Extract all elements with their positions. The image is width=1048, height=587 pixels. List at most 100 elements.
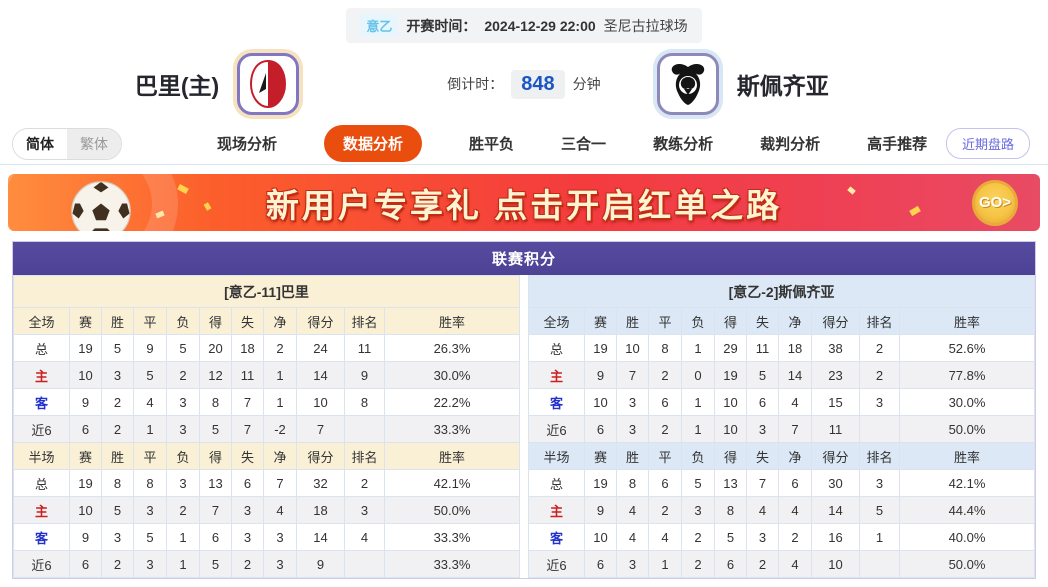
stat-cell: 13 xyxy=(714,469,747,497)
stat-cell: 失 xyxy=(746,307,779,335)
stat-cell: 18 xyxy=(778,334,812,362)
stat-cell: 2 xyxy=(101,415,134,443)
stat-cell: 平 xyxy=(648,307,682,335)
stat-cell: 1 xyxy=(681,334,715,362)
stat-cell: 1 xyxy=(648,550,682,578)
stat-cell: 42.1% xyxy=(384,469,520,497)
stat-cell: 6 xyxy=(714,550,747,578)
kickoff-strip: 意乙 开赛时间： 2024-12-29 22:00 圣尼古拉球场 xyxy=(0,0,1048,43)
recent-trend-button[interactable]: 近期盘路 xyxy=(945,128,1030,159)
go-button[interactable]: GO> xyxy=(972,179,1018,226)
stat-cell: 得分 xyxy=(296,307,345,335)
language-toggle: 简体 繁体 xyxy=(12,127,122,160)
stat-cell: 4 xyxy=(616,496,649,524)
stat-cell: 半场 xyxy=(13,442,70,470)
stat-cell: 客 xyxy=(13,523,70,551)
lang-traditional[interactable]: 繁体 xyxy=(67,128,121,159)
stat-cell: 3 xyxy=(101,361,134,389)
table-row: 客 10 4 4 2 5 3 2 16 1 40.0% xyxy=(528,523,1035,551)
league-badge[interactable]: 意乙 xyxy=(360,14,399,37)
column-header-row: 全场赛胜平负得失净得分 排名 胜率 xyxy=(528,307,1035,335)
stat-cell: 26.3% xyxy=(384,334,520,362)
stat-cell: 10 xyxy=(584,523,617,551)
stat-cell: 排名 xyxy=(859,307,900,335)
promo-banner[interactable]: 新用户专享礼 点击开启红单之路 GO> xyxy=(8,174,1040,231)
stat-cell: 总 xyxy=(528,334,585,362)
banner-text: 新用户专享礼 点击开启红单之路 xyxy=(265,186,783,224)
stat-cell: 8 xyxy=(616,469,649,497)
nav-tab[interactable]: 教练分析 xyxy=(653,136,714,153)
stat-cell: 6 xyxy=(69,550,102,578)
stat-cell: 30.0% xyxy=(899,388,1035,416)
countdown-label: 倒计时： xyxy=(447,76,504,92)
table-row: 客 9 2 4 3 8 7 1 10 8 22.2% xyxy=(13,388,520,416)
stat-cell: 8 xyxy=(101,469,134,497)
stat-cell: 胜 xyxy=(101,442,134,470)
home-team-name: 巴里(主) xyxy=(134,73,220,99)
stat-cell: 1 xyxy=(681,388,715,416)
nav-bar: 简体 繁体 现场分析 数据分析 胜平负 三合一 教练分析 裁判分析 高手推荐 近期盘路 xyxy=(0,123,1048,165)
away-stats-table: [意乙-2]斯佩齐亚 全场赛胜平负得失净得分 排名 胜率总 19 10 8 1 29 11 18 38… xyxy=(528,275,1035,578)
league-points-section: 联赛积分 [意乙-11]巴里 全场赛胜平负得失净得分 排名 胜率总 19 5 9 5 20 18 2… xyxy=(12,241,1036,579)
lang-simplified[interactable]: 简体 xyxy=(13,128,67,159)
countdown-unit: 分钟 xyxy=(572,76,601,92)
stat-cell: 3 xyxy=(231,496,264,524)
stat-cell: 30 xyxy=(811,469,860,497)
stat-cell: 4 xyxy=(778,550,812,578)
nav-tab[interactable]: 数据分析 xyxy=(324,125,423,162)
stat-cell: 10 xyxy=(616,334,649,362)
stat-cell: 得分 xyxy=(811,442,860,470)
stat-cell: 5 xyxy=(133,523,167,551)
stat-cell: 负 xyxy=(681,307,715,335)
stat-cell: 33.3% xyxy=(384,523,520,551)
stat-cell: 10 xyxy=(296,388,345,416)
stat-cell: 10 xyxy=(584,388,617,416)
stat-cell: 7 xyxy=(616,361,649,389)
stat-cell: 50.0% xyxy=(384,496,520,524)
stat-cell: 5 xyxy=(714,523,747,551)
stat-cell: 1 xyxy=(263,388,297,416)
stat-cell: 3 xyxy=(859,388,900,416)
home-stats-table: [意乙-11]巴里 全场赛胜平负得失净得分 排名 胜率总 19 5 9 5 20 18 2 24 11 2… xyxy=(13,275,520,578)
stat-cell: -2 xyxy=(263,415,297,443)
stat-cell: 18 xyxy=(231,334,264,362)
section-title: 联赛积分 xyxy=(13,242,1035,275)
stat-cell: 负 xyxy=(166,442,200,470)
stat-cell: 10 xyxy=(714,415,747,443)
stat-cell: 5 xyxy=(199,415,232,443)
stat-cell: 得分 xyxy=(811,307,860,335)
table-row: 总 19 10 8 1 29 11 18 38 2 52.6% xyxy=(528,334,1035,362)
team-section-header: [意乙-11]巴里 xyxy=(13,275,520,308)
stat-cell: 1 xyxy=(166,550,200,578)
stat-cell: 1 xyxy=(263,361,297,389)
nav-tab[interactable]: 高手推荐 xyxy=(867,136,928,153)
table-row: 主 10 3 5 2 12 11 1 14 9 30.0% xyxy=(13,361,520,389)
stat-cell: 4 xyxy=(648,523,682,551)
stat-cell: 近6 xyxy=(13,415,70,443)
stat-cell: 10 xyxy=(69,496,102,524)
nav-tab[interactable]: 现场分析 xyxy=(217,136,278,153)
stat-cell: 全场 xyxy=(528,307,585,335)
stat-cell: 主 xyxy=(13,496,70,524)
stat-cell xyxy=(344,550,385,578)
stat-cell: 8 xyxy=(344,388,385,416)
stat-cell: 52.6% xyxy=(899,334,1035,362)
stat-cell: 1 xyxy=(681,415,715,443)
nav-tab[interactable]: 三合一 xyxy=(561,136,607,153)
stat-cell: 19 xyxy=(584,469,617,497)
stat-cell: 近6 xyxy=(528,550,585,578)
away-team: 斯佩齐亚 xyxy=(629,53,1048,115)
stat-cell: 8 xyxy=(133,469,167,497)
stat-cell: 19 xyxy=(69,469,102,497)
banner-swirl-decoration xyxy=(8,174,178,231)
away-team-name: 斯佩齐亚 xyxy=(736,73,829,99)
stat-cell: 13 xyxy=(199,469,232,497)
nav-tab[interactable]: 裁判分析 xyxy=(760,136,821,153)
stat-cell: 排名 xyxy=(344,442,385,470)
stat-cell: 10 xyxy=(69,361,102,389)
stat-cell: 6 xyxy=(746,388,779,416)
stat-cell: 6 xyxy=(648,388,682,416)
stat-cell: 10 xyxy=(714,388,747,416)
nav-tab[interactable]: 胜平负 xyxy=(469,136,515,153)
stat-cell: 9 xyxy=(344,361,385,389)
